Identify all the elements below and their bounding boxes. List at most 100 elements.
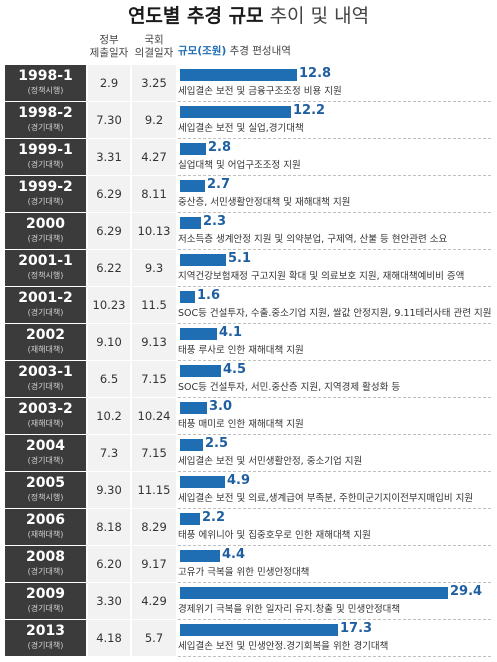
value-label: 5.1 xyxy=(228,251,252,266)
value-label: 4.5 xyxy=(223,362,247,377)
year-type-note: (경기대책) xyxy=(27,308,64,317)
year-cell: 2003-2 (재해대책) xyxy=(5,398,86,435)
assembly-date-cell: 9.3 xyxy=(132,250,176,287)
table-row: 2009 (경기대책) 3.30 4.29 29.4 경제위기 극복을 위한 일자리 유지… xyxy=(0,583,497,620)
value-bar xyxy=(180,550,220,562)
year-type-note: (경기대책) xyxy=(27,234,64,243)
year-type-note: (경기대책) xyxy=(27,160,64,169)
title-light: 추이 및 내역 xyxy=(263,5,370,27)
value-bar xyxy=(180,402,207,414)
year-cell: 1999-2 (경기대책) xyxy=(5,176,86,213)
gov-date-cell: 7.30 xyxy=(88,102,130,139)
year-label: 2009 xyxy=(26,586,65,602)
value-label: 1.6 xyxy=(197,288,221,303)
year-label: 2003-1 xyxy=(18,364,73,380)
table-row: 2008 (경기대책) 6.20 9.17 4.4 고유가 극복을 위한 민생안정대책 xyxy=(0,546,497,583)
row-divider xyxy=(178,138,491,139)
table-row: 2004 (경기대책) 7.3 7.15 2.5 세입결손 보전 및 서민생활안정, 중소… xyxy=(0,435,497,472)
assembly-header-line2: 의결일자 xyxy=(134,47,174,59)
gov-date-cell: 9.10 xyxy=(88,324,130,361)
gov-header-line1: 정부 xyxy=(99,34,119,46)
assembly-date-cell: 4.27 xyxy=(132,139,176,176)
table-row: 1999-2 (경기대책) 6.29 8.11 2.7 중산층, 서민생활안정대책 및 재… xyxy=(0,176,497,213)
year-label: 1999-1 xyxy=(18,142,73,158)
value-label: 2.3 xyxy=(203,214,227,229)
table-row: 2000 (경기대책) 6.29 10.13 2.3 저소득층 생계안정 지원 및 의약분… xyxy=(0,213,497,250)
table-row: 2006 (재해대책) 8.18 8.29 2.2 태풍 에위니아 및 집중호우로 인한 … xyxy=(0,509,497,546)
value-bar xyxy=(180,291,195,303)
gov-date-cell: 8.18 xyxy=(88,509,130,546)
gov-date-cell: 6.29 xyxy=(88,176,130,213)
year-type-note: (경기대책) xyxy=(27,641,64,650)
year-cell: 2003-1 (경기대책) xyxy=(5,361,86,398)
table-row: 2001-1 (정책시행) 6.22 9.3 5.1 지역건강보험재정 구고지원 확대 및… xyxy=(0,250,497,287)
row-divider xyxy=(178,212,491,213)
chart-title: 연도별 추경 규모 추이 및 내역 xyxy=(0,3,497,30)
assembly-date-cell: 8.29 xyxy=(132,509,176,546)
row-divider xyxy=(178,360,491,361)
value-bar xyxy=(180,69,297,81)
year-cell: 1999-1 (경기대책) xyxy=(5,139,86,176)
budget-description: SOC등 건설투자, 수출.중소기업 지원, 쌀값 안정지원, 9.11테러사태… xyxy=(178,308,492,319)
value-bar xyxy=(180,254,226,266)
table-row: 2013 (경기대책) 4.18 5.7 17.3 세입결손 보전 및 민생안정.경기회복… xyxy=(0,620,497,657)
year-type-note: (재해대책) xyxy=(27,419,64,428)
row-divider xyxy=(178,508,491,509)
value-bar xyxy=(180,328,217,340)
row-divider xyxy=(178,397,491,398)
gov-header-line2: 제출일자 xyxy=(89,47,129,59)
year-label: 2003-2 xyxy=(18,401,73,417)
assembly-date-cell: 11.5 xyxy=(132,287,176,324)
gov-date-cell: 6.20 xyxy=(88,546,130,583)
year-label: 2005 xyxy=(26,475,65,491)
year-label: 2001-1 xyxy=(18,253,73,269)
title-bold: 연도별 추경 규모 xyxy=(127,5,264,27)
assembly-date-cell: 10.24 xyxy=(132,398,176,435)
row-divider xyxy=(178,286,491,287)
year-cell: 1998-1 (정책시행) xyxy=(5,65,86,102)
content-header: 추경 편성내역 xyxy=(226,45,291,57)
year-cell: 2002 (재해대책) xyxy=(5,324,86,361)
budget-description: 경제위기 극복을 위한 일자리 유지.창출 및 민생안정대책 xyxy=(178,604,401,615)
year-type-note: (정책시행) xyxy=(27,271,64,280)
year-label: 1998-2 xyxy=(18,105,73,121)
value-label: 2.8 xyxy=(208,140,232,155)
year-cell: 2001-1 (정책시행) xyxy=(5,250,86,287)
budget-description: 세입결손 보전 및 서민생활안정, 중소기업 지원 xyxy=(178,456,363,467)
row-divider xyxy=(178,249,491,250)
year-cell: 2009 (경기대책) xyxy=(5,583,86,620)
row-divider xyxy=(178,434,491,435)
row-divider xyxy=(178,175,491,176)
gov-date-cell: 4.18 xyxy=(88,620,130,657)
value-bar xyxy=(180,587,448,599)
assembly-header-line1: 국회 xyxy=(144,34,164,46)
year-type-note: (정책시행) xyxy=(27,493,64,502)
size-content-header: 규모(조원) 추경 편성내역 xyxy=(178,45,291,58)
assembly-date-cell: 3.25 xyxy=(132,65,176,102)
budget-description: 지역건강보험재정 구고지원 확대 및 의료보호 지원, 재해대책예비비 증액 xyxy=(178,271,465,282)
row-divider xyxy=(178,471,491,472)
assembly-date-cell: 11.15 xyxy=(132,472,176,509)
gov-date-header: 정부 제출일자 xyxy=(88,34,130,60)
value-label: 12.8 xyxy=(299,66,332,81)
value-label: 4.4 xyxy=(222,547,246,562)
gov-date-cell: 7.3 xyxy=(88,435,130,472)
value-bar xyxy=(180,476,225,488)
gov-date-cell: 2.9 xyxy=(88,65,130,102)
value-bar xyxy=(180,365,221,377)
year-type-note: (정책시행) xyxy=(27,86,64,95)
assembly-date-cell: 9.17 xyxy=(132,546,176,583)
value-label: 2.5 xyxy=(205,436,229,451)
assembly-date-cell: 9.2 xyxy=(132,102,176,139)
year-type-note: (경기대책) xyxy=(27,456,64,465)
year-label: 2000 xyxy=(26,216,65,232)
year-type-note: (재해대책) xyxy=(27,345,64,354)
year-cell: 2008 (경기대책) xyxy=(5,546,86,583)
value-bar xyxy=(180,624,338,636)
row-divider xyxy=(178,582,491,583)
budget-description: 중산층, 서민생활안정대책 및 재해대책 지원 xyxy=(178,197,351,208)
gov-date-cell: 6.22 xyxy=(88,250,130,287)
table-row: 2003-1 (경기대책) 6.5 7.15 4.5 SOC등 건설투자, 서민.중산층 … xyxy=(0,361,497,398)
budget-description: SOC등 건설투자, 서민.중산층 지원, 지역경제 활성화 등 xyxy=(178,382,401,393)
year-cell: 2005 (정책시행) xyxy=(5,472,86,509)
